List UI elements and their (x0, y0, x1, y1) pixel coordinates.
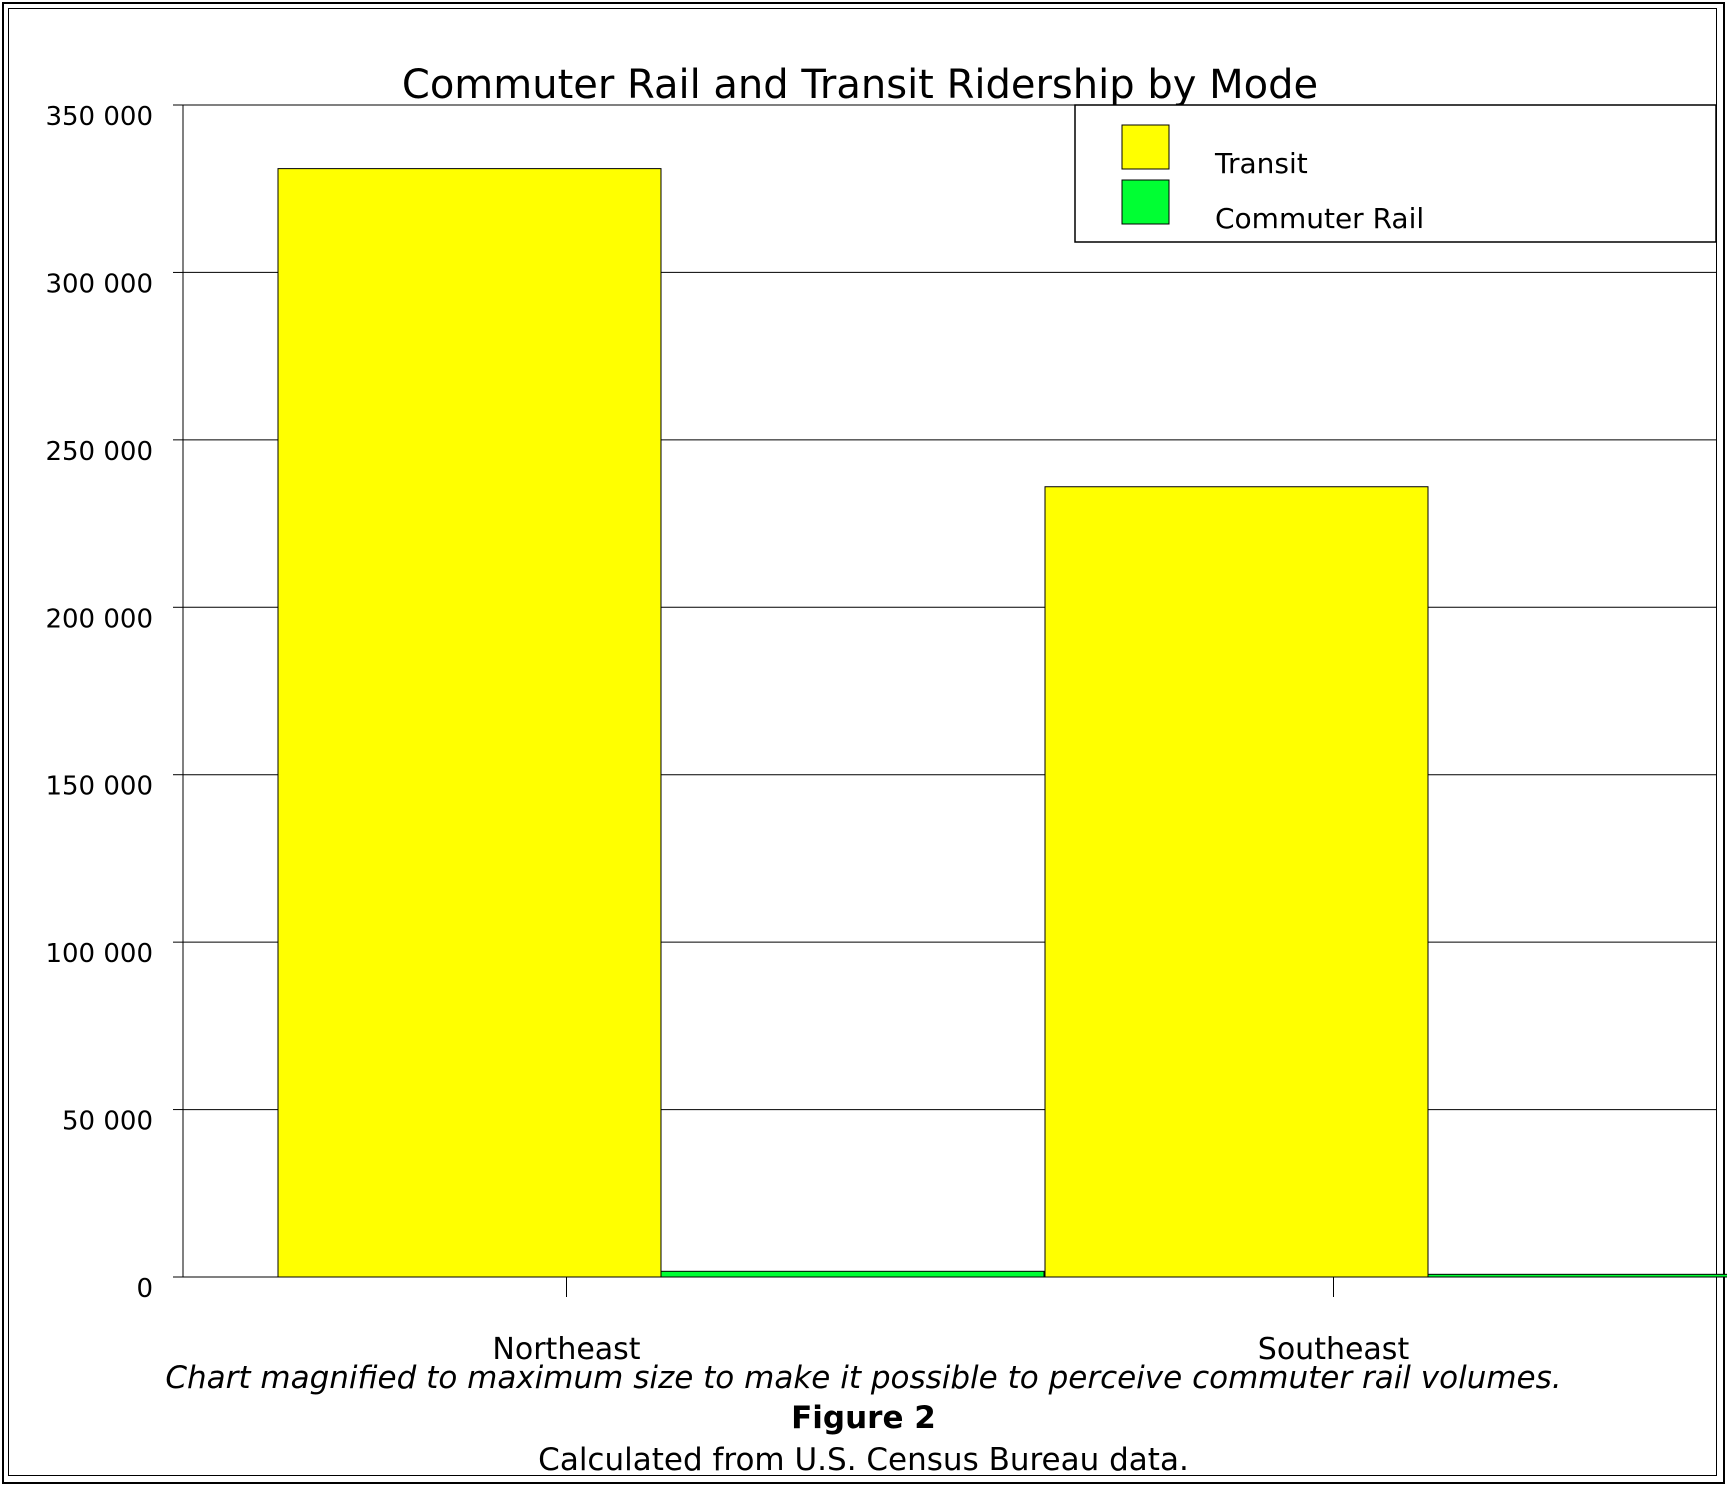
source-note: Calculated from U.S. Census Bureau data. (538, 1442, 1189, 1478)
y-tick-label: 150 000 (45, 772, 153, 802)
x-tick-label: Southeast (1258, 1332, 1410, 1367)
chart-note: Chart magnified to maximum size to make … (165, 1360, 1562, 1396)
x-tick-label: Northeast (492, 1332, 640, 1367)
y-tick-label: 50 000 (62, 1107, 153, 1137)
y-tick-label: 100 000 (45, 939, 153, 969)
chart-title: Commuter Rail and Transit Ridership by M… (402, 62, 1318, 108)
legend-box (1074, 104, 1717, 243)
y-tick-label: 300 000 (45, 269, 153, 299)
bar-northeast-transit (277, 168, 662, 1278)
y-tick-label: 350 000 (45, 102, 153, 132)
bar-southeast-transit (1044, 486, 1429, 1278)
y-tick-label: 0 (136, 1274, 153, 1304)
bar-southeast-commuter-rail (1427, 1273, 1727, 1278)
legend-label: Commuter Rail (1215, 202, 1424, 235)
legend-label: Transit (1214, 147, 1308, 180)
legend-swatch (1121, 179, 1170, 225)
y-tick-label: 200 000 (45, 604, 153, 634)
inner-frame (8, 8, 1717, 1476)
figure-label: Figure 2 (791, 1400, 936, 1436)
legend-swatch (1121, 124, 1170, 170)
y-tick-label: 250 000 (45, 437, 153, 467)
bar-northeast-commuter-rail (660, 1270, 1045, 1278)
